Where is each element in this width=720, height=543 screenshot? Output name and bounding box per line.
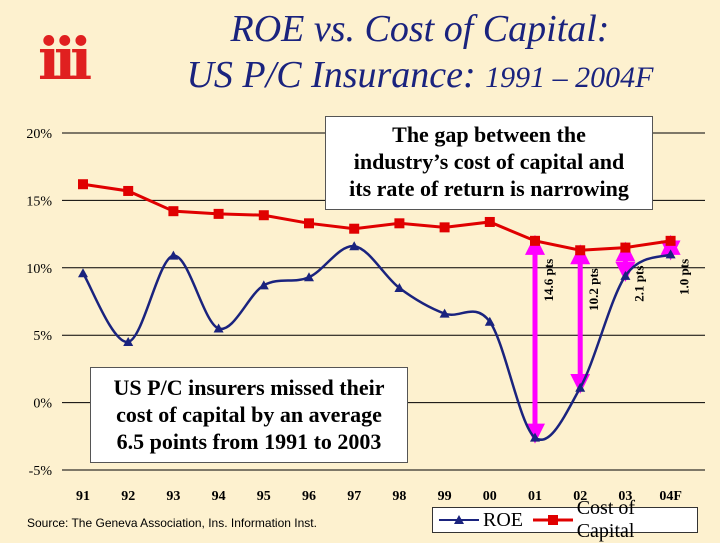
x-tick-label: 96 <box>302 489 316 504</box>
x-tick-label: 97 <box>347 489 361 504</box>
title-line-1: ROE vs. Cost of Capital: <box>230 8 610 50</box>
chart-series <box>78 179 676 442</box>
y-axis-ticks: 20% 15% 10% 5% 0% -5% <box>26 127 52 479</box>
coc-point <box>258 210 269 221</box>
roe-point <box>213 323 224 333</box>
callout-top-line-2: industry’s cost of capital and <box>353 149 625 174</box>
coc-point <box>439 222 450 233</box>
x-tick-label: 01 <box>528 489 542 504</box>
coc-point <box>213 208 224 219</box>
x-tick-label: 94 <box>212 489 226 504</box>
gap-label: 14.6 pts <box>541 259 556 302</box>
coc-point <box>168 206 179 217</box>
title-line-2-years: 1991 – 2004F <box>485 61 654 94</box>
source-note: Source: The Geneva Association, Ins. Inf… <box>27 516 317 530</box>
x-axis-ticks: 91 92 93 94 95 96 97 98 99 00 01 02 03 04F <box>76 489 682 504</box>
coc-point <box>575 245 586 256</box>
roe-point <box>258 280 269 290</box>
roe-point <box>484 316 495 326</box>
gap-annotations: 14.6 pts 10.2 pts 2.1 pts 1.0 pts <box>525 234 692 444</box>
roe-point <box>78 268 88 278</box>
roe-point <box>349 241 360 251</box>
coc-point <box>484 216 495 227</box>
x-tick-label: 92 <box>121 489 135 504</box>
title-line-2: US P/C Insurance: 1991 – 2004F <box>130 52 710 101</box>
coc-point <box>530 235 540 246</box>
x-tick-label: 03 <box>618 489 632 504</box>
title-line-2-main: US P/C Insurance: <box>186 54 486 96</box>
gap-label: 2.1 pts <box>631 266 646 302</box>
x-tick-label: 00 <box>483 489 497 504</box>
roe-point <box>665 249 676 259</box>
chart-legend: ROE Cost of Capital <box>432 497 698 542</box>
y-tick-label: 5% <box>33 329 52 344</box>
callout-bottom-line-1: US P/C insurers missed their <box>113 375 385 400</box>
callout-bottom-line-3: 6.5 points from 1991 to 2003 <box>116 429 382 454</box>
roe-point <box>304 272 314 282</box>
y-tick-label: 10% <box>26 262 52 277</box>
coc-point <box>620 242 631 253</box>
x-tick-label: 91 <box>76 489 90 504</box>
y-tick-label: -5% <box>29 464 53 479</box>
callout-top-line-1: The gap between the <box>392 122 586 147</box>
roe-point <box>530 432 540 442</box>
coc-legend-icon <box>533 515 573 525</box>
callout-bottom-line-2: cost of capital by an average <box>116 402 382 427</box>
roe-legend-icon <box>439 515 479 524</box>
y-tick-label: 15% <box>26 194 52 209</box>
roe-point <box>575 382 586 392</box>
x-tick-label: 95 <box>257 489 271 504</box>
roe-point <box>394 283 405 293</box>
callout-top-line-3: its rate of return is narrowing <box>349 176 629 201</box>
gap-label: 10.2 pts <box>586 268 601 311</box>
coc-point <box>665 235 676 246</box>
x-tick-label: 98 <box>392 489 406 504</box>
legend-label-roe: ROE <box>483 508 523 531</box>
coc-point <box>394 218 405 229</box>
x-tick-label: 99 <box>438 489 452 504</box>
iii-logo: iii <box>38 25 92 93</box>
page-title: ROE vs. Cost of Capital: US P/C Insuranc… <box>130 6 710 101</box>
legend-label-coc: Cost of Capital <box>576 497 636 542</box>
roe-point <box>168 250 179 260</box>
missed-cost-callout: US P/C insurers missed their cost of cap… <box>90 367 408 463</box>
x-tick-label: 93 <box>166 489 180 504</box>
coc-point <box>304 218 314 229</box>
roe-point <box>439 308 450 318</box>
x-tick-label: 02 <box>573 489 587 504</box>
coc-point <box>349 223 360 234</box>
y-tick-label: 20% <box>26 127 52 142</box>
roe-point <box>123 336 134 346</box>
coc-series-line <box>82 182 671 252</box>
roe-point <box>620 270 631 280</box>
gap-label: 1.0 pts <box>677 259 692 295</box>
legend-item-roe: ROE <box>439 509 523 532</box>
gap-narrowing-callout: The gap between the industry’s cost of c… <box>325 116 653 210</box>
legend-item-coc: Cost of Capital <box>533 497 697 543</box>
coc-point <box>123 185 134 196</box>
coc-point <box>78 179 88 190</box>
x-tick-label: 04F <box>659 489 682 504</box>
y-tick-label: 0% <box>33 397 52 412</box>
